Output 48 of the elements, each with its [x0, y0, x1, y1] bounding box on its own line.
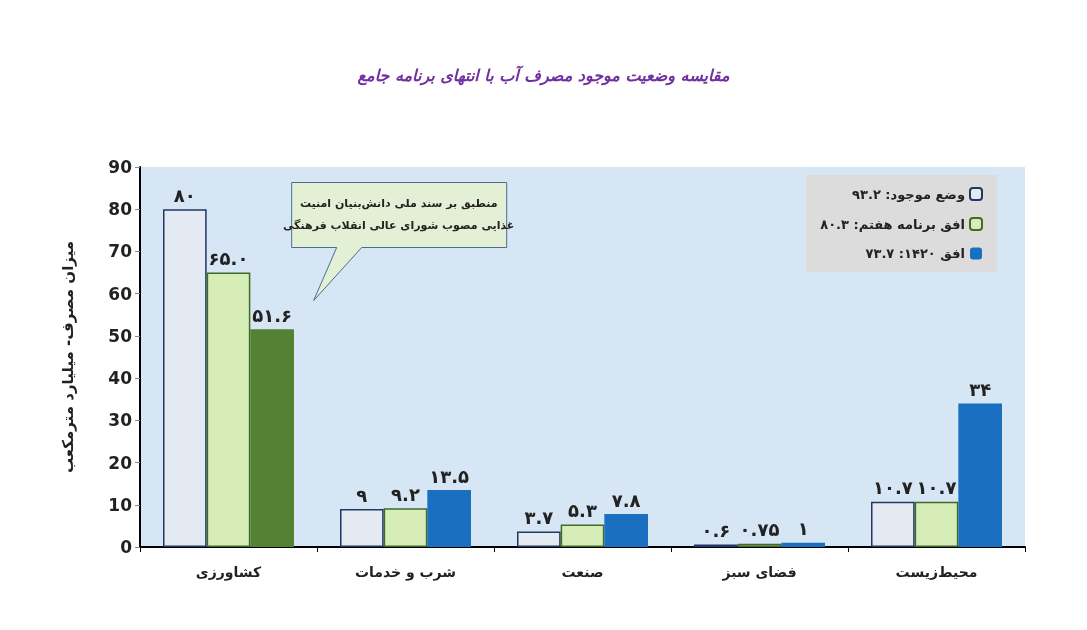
data-label: ۳.۷ — [524, 506, 554, 528]
data-label: ۸۰ — [173, 184, 196, 206]
x-tick-label: فضای سبز — [721, 564, 797, 581]
legend-label: وضع موجود: ۹۳.۲ — [852, 186, 965, 202]
data-label: ۱۰.۷ — [916, 477, 957, 499]
x-tick-label: محیط‌زیست — [895, 564, 978, 580]
data-label: ۶۵.۰ — [208, 248, 249, 270]
bar — [604, 514, 648, 547]
y-tick-label: 10 — [108, 494, 133, 515]
bar — [914, 501, 959, 547]
data-label: ۹ — [356, 484, 368, 506]
data-label: ۰.۶ — [701, 519, 731, 541]
legend-label: افق ۱۴۲۰: ۷۳.۷ — [865, 246, 965, 261]
data-label: ۵۱.۶ — [252, 304, 293, 326]
bar — [958, 403, 1002, 547]
data-label: ۱۰.۷ — [872, 477, 913, 499]
x-tick-label: شرب و خدمات — [354, 564, 457, 581]
bar — [383, 508, 428, 547]
data-label: ۵.۳ — [568, 500, 597, 522]
y-tick-label: 90 — [108, 157, 133, 177]
chart-title: مقایسه وضعیت موجود مصرف آب با انتهای برنامه جامع — [357, 64, 730, 86]
data-label: ۱۳.۵ — [429, 465, 470, 487]
y-axis-title: میزان مصرف- میلیارد مترمکعب — [58, 240, 77, 474]
y-tick-label: 30 — [108, 410, 133, 431]
y-tick-label: 50 — [108, 325, 133, 346]
y-tick-label: 80 — [108, 199, 133, 220]
bar — [340, 509, 384, 547]
bar — [427, 490, 471, 547]
y-tick-label: 0 — [120, 537, 133, 557]
bar — [871, 501, 915, 547]
bar — [781, 542, 825, 547]
data-label: ۹.۲ — [391, 483, 420, 505]
legend-label: افق برنامه هفتم: ۸۰.۳ — [820, 216, 965, 232]
bar — [206, 272, 251, 547]
bar — [163, 209, 207, 547]
y-tick-label: 60 — [108, 283, 133, 304]
data-label: ۰.۷۵ — [739, 519, 780, 541]
bar — [517, 531, 561, 547]
data-label: ۱ — [797, 518, 809, 540]
data-label: ۷.۸ — [611, 489, 641, 511]
y-tick-label: 20 — [108, 452, 133, 473]
y-tick-label: 70 — [108, 241, 133, 262]
data-label: ۳۴ — [969, 378, 992, 400]
y-tick-label: 40 — [108, 368, 133, 389]
bar — [560, 524, 605, 547]
x-tick-label: کشاورزی — [195, 564, 263, 581]
bar — [250, 329, 294, 547]
x-tick-label: صنعت — [561, 564, 604, 580]
